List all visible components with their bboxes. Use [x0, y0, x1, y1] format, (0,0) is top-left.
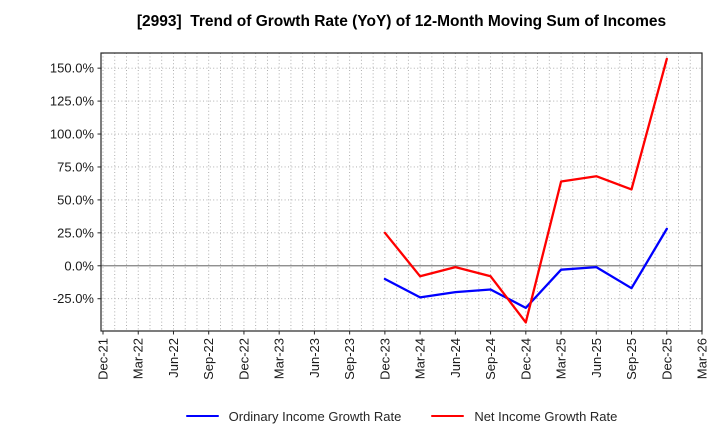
- legend: Ordinary Income Growth Rate Net Income Gr…: [101, 403, 702, 429]
- y-tick-label: 100.0%: [50, 127, 95, 142]
- y-tick-label: 75.0%: [57, 159, 94, 174]
- legend-label: Ordinary Income Growth Rate: [228, 408, 402, 424]
- x-tick-label: Mar-25: [554, 338, 569, 379]
- legend-item-net-income: Net Income Growth Rate: [431, 409, 617, 424]
- x-tick-label: Dec-25: [659, 338, 674, 380]
- y-tick-label: 25.0%: [57, 225, 94, 240]
- x-tick-label: Mar-22: [131, 338, 146, 379]
- y-tick-label: 125.0%: [50, 94, 95, 109]
- x-tick-label: Mar-26: [694, 338, 709, 379]
- x-tick-label: Sep-24: [483, 338, 498, 380]
- x-tick-label: Mar-23: [272, 338, 287, 379]
- series-line-net-income: [383, 57, 668, 324]
- x-tick-label: Sep-25: [624, 338, 639, 380]
- y-tick-label: 50.0%: [57, 192, 94, 207]
- legend-label: Net Income Growth Rate: [474, 408, 618, 424]
- x-tick-label: Sep-22: [201, 338, 216, 380]
- legend-line-sample: [431, 414, 465, 418]
- legend-item-ordinary-income: Ordinary Income Growth Rate: [185, 408, 402, 424]
- series-line-ordinary-income: [383, 227, 668, 310]
- x-tick-label: Dec-21: [96, 338, 111, 380]
- x-tick-label: Dec-24: [518, 338, 533, 380]
- x-tick-label: Dec-22: [236, 338, 251, 380]
- x-tick-label: Mar-24: [413, 338, 428, 379]
- chart-title: [2993] Trend of Growth Rate (YoY) of 12-…: [136, 13, 667, 30]
- plot-border: [100, 52, 703, 332]
- x-tick-label: Sep-23: [342, 338, 357, 380]
- y-tick-label: -25.0%: [53, 291, 95, 306]
- legend-line-sample: [185, 414, 219, 418]
- y-tick-label: 0.0%: [64, 258, 94, 273]
- x-tick-label: Jun-25: [589, 338, 604, 378]
- x-tick-label: Jun-24: [448, 338, 463, 378]
- x-tick-label: Dec-23: [377, 338, 392, 380]
- x-tick-label: Jun-23: [307, 338, 322, 378]
- x-tick-label: Jun-22: [166, 338, 181, 378]
- y-tick-label: 150.0%: [50, 61, 95, 76]
